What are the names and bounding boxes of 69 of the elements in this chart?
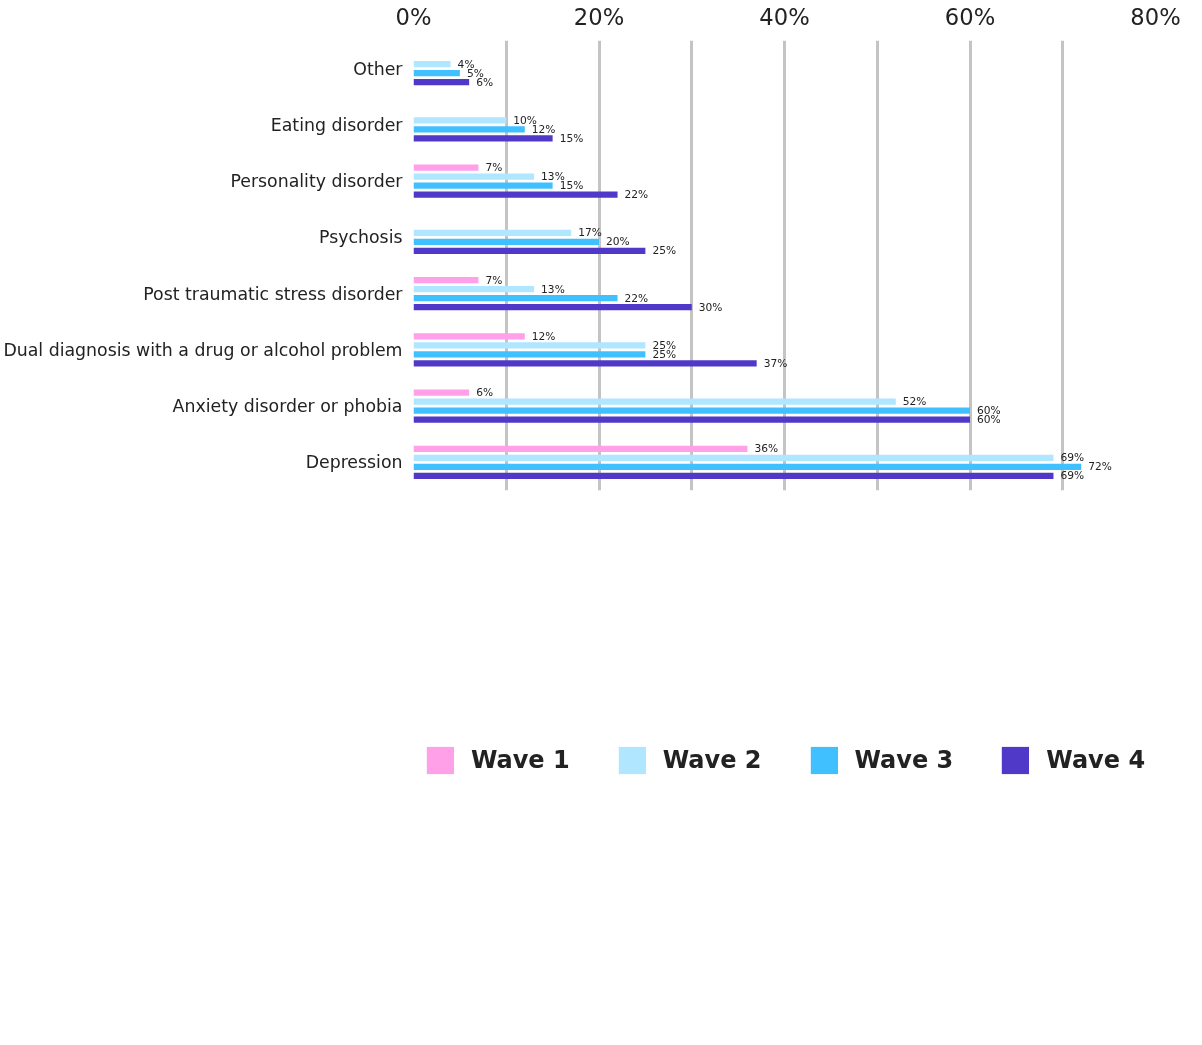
x-tick-label: 60% xyxy=(944,3,996,30)
data-label: 6% xyxy=(476,386,494,400)
data-label: 12% xyxy=(531,329,556,343)
data-label: 72% xyxy=(1088,460,1112,474)
data-label: 36% xyxy=(754,442,779,456)
data-label: 69% xyxy=(1060,451,1085,465)
data-label: 37% xyxy=(763,356,788,370)
x-tick-label: 40% xyxy=(759,3,810,30)
bar xyxy=(413,351,646,358)
bar xyxy=(413,286,535,293)
legend-label: Wave 1 xyxy=(470,746,570,774)
y-tick-label: Personality disorder xyxy=(230,171,404,192)
data-label: 7% xyxy=(485,273,503,287)
x-tick-label: 0% xyxy=(395,3,432,30)
data-label: 15% xyxy=(559,131,584,145)
x-tick-label: 20% xyxy=(573,3,625,30)
legend-label: Wave 4 xyxy=(1046,746,1146,774)
bar xyxy=(413,416,970,423)
bar xyxy=(413,173,535,180)
bar xyxy=(413,229,572,236)
data-label: 22% xyxy=(624,188,649,202)
bar xyxy=(413,126,525,133)
bar xyxy=(413,398,896,405)
bar xyxy=(413,454,1054,461)
x-tick-label: 80% xyxy=(1130,3,1181,30)
data-label: 69% xyxy=(1060,469,1085,483)
y-tick-label: Depression xyxy=(305,452,403,473)
y-tick-label: Anxiety disorder or phobia xyxy=(172,396,403,417)
bar xyxy=(413,79,470,86)
bar xyxy=(413,191,618,198)
legend-label: Wave 3 xyxy=(854,746,954,774)
bar xyxy=(413,472,1054,479)
data-label: 30% xyxy=(698,300,723,314)
y-tick-label: Other xyxy=(353,58,404,79)
legend-label: Wave 2 xyxy=(662,746,762,774)
data-label: 22% xyxy=(624,291,649,305)
data-label: 13% xyxy=(541,282,565,296)
y-tick-label: Eating disorder xyxy=(270,114,404,135)
bar xyxy=(413,61,451,68)
bar xyxy=(413,407,970,414)
bar xyxy=(413,342,646,349)
data-label: 25% xyxy=(652,244,677,258)
bar xyxy=(413,238,599,245)
bar xyxy=(413,295,618,302)
bar xyxy=(413,333,525,340)
data-label: 15% xyxy=(559,179,584,193)
data-label: 6% xyxy=(476,75,494,89)
data-label: 52% xyxy=(902,395,927,409)
bar xyxy=(413,182,553,189)
bar xyxy=(413,463,1082,470)
bar xyxy=(413,445,748,452)
bar xyxy=(413,117,507,124)
y-tick-label: Psychosis xyxy=(319,227,403,248)
bar xyxy=(413,247,646,254)
bar xyxy=(413,135,553,142)
data-label: 25% xyxy=(652,347,677,361)
bar xyxy=(413,360,757,367)
bar xyxy=(413,164,479,171)
bar xyxy=(413,70,460,77)
y-tick-label: Post traumatic stress disorder xyxy=(143,283,404,304)
data-label: 7% xyxy=(485,161,503,175)
bar xyxy=(413,277,479,284)
data-label: 20% xyxy=(606,235,630,249)
bar xyxy=(413,304,692,311)
y-tick-label: Dual diagnosis with a drug or alcohol problem xyxy=(3,339,403,360)
data-label: 17% xyxy=(578,226,602,240)
bar xyxy=(413,389,470,396)
data-label: 12% xyxy=(531,122,556,136)
data-label: 60% xyxy=(977,413,1001,427)
